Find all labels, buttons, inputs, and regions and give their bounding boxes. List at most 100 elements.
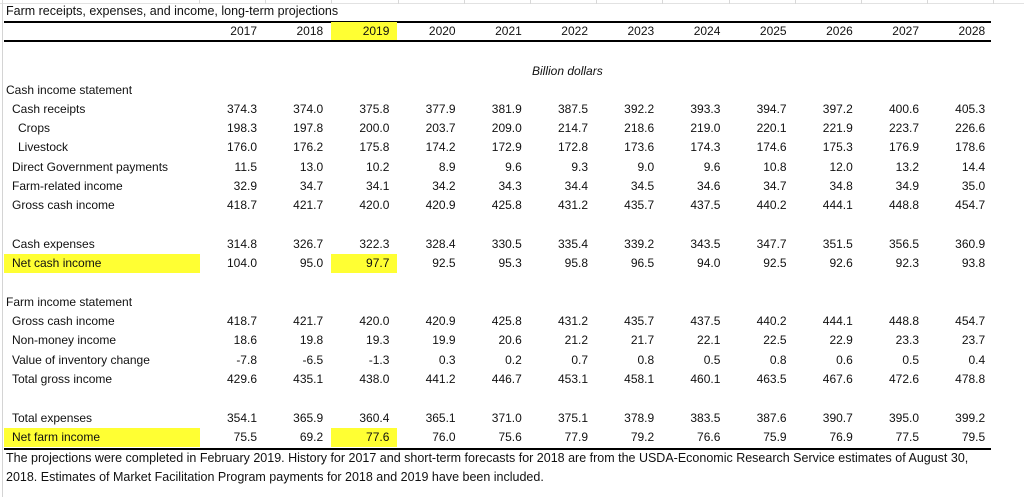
value-cell-2018: 69.2 — [299, 429, 324, 444]
table-row: Direct Government payments 11.5 13.0 10.2 8.… — [0, 158, 1000, 177]
value-cell-2021: 75.6 — [498, 429, 522, 444]
value-cell-2028: 14.4 — [961, 159, 986, 174]
column-gridline — [2, 0, 3, 4]
value-cell-2025: 10.8 — [763, 159, 787, 174]
value-cell-2019: 438.0 — [359, 372, 390, 386]
value-cell-2020: 0.3 — [438, 352, 456, 367]
value-cell-2018: 34.7 — [299, 179, 324, 193]
table-row: Cash expenses 314.8 326.7 322.3 328.4 330.5 33… — [0, 235, 1000, 254]
column-gridline — [397, 0, 399, 4]
table-row: Livestock 176.0 176.2 175.8 174.2 172.9 172.8 1… — [0, 138, 1000, 157]
value-cell-2019: 34.1 — [366, 179, 390, 193]
value-cell-2019: 375.8 — [359, 101, 390, 116]
value-cell-2017: 11.5 — [234, 159, 257, 174]
value-cell-2023: 392.2 — [624, 101, 655, 116]
value-cell-2026: 444.1 — [822, 198, 853, 213]
value-cell-2019: 77.6 — [331, 427, 398, 448]
section-header: Farm income statement — [0, 293, 1000, 312]
value-cell-2028: 23.7 — [961, 333, 986, 348]
value-cell-2023: 79.2 — [630, 429, 655, 444]
value-cell-2018: 176.2 — [293, 140, 324, 155]
value-cell-2021: 209.0 — [491, 121, 522, 136]
value-cell-2027: 23.3 — [895, 333, 919, 348]
value-cell-2028: 454.7 — [955, 314, 986, 329]
value-cell-2020: 441.2 — [425, 372, 456, 386]
value-cell-2022: 9.3 — [571, 159, 588, 174]
value-cell-2027: 448.8 — [888, 314, 919, 329]
table-row: Non-money income 18.6 19.8 19.3 19.9 20.6 21.2… — [0, 331, 1000, 350]
value-cell-2023: 378.9 — [624, 410, 655, 425]
value-cell-2024: 34.6 — [697, 179, 721, 193]
value-cell-2018: 326.7 — [293, 236, 324, 251]
value-cell-2026: 351.5 — [822, 236, 853, 251]
value-cell-2020: 92.5 — [432, 256, 456, 271]
value-cell-2026: 444.1 — [822, 314, 853, 329]
value-cell-2028: 360.9 — [955, 236, 986, 251]
value-cell-2022: 95.8 — [564, 256, 588, 271]
value-cell-2024: 383.5 — [690, 410, 721, 425]
value-cell-2021: 34.3 — [498, 179, 522, 193]
value-cell-2019: 322.3 — [359, 236, 390, 251]
value-cell-2026: 12.0 — [829, 159, 853, 174]
value-cell-2023: 339.2 — [624, 236, 655, 251]
value-cell-2027: 0.5 — [902, 352, 919, 367]
value-cell-2018: 421.7 — [293, 198, 324, 213]
value-cell-2026: 467.6 — [822, 372, 853, 386]
value-cell-2018: 435.1 — [293, 372, 324, 386]
value-cell-2021: 20.6 — [498, 333, 522, 348]
table-row: Net farm income 75.5 69.2 77.6 76.0 75.6 77.9 7… — [0, 427, 1000, 448]
value-cell-2020: 377.9 — [425, 101, 456, 116]
value-cell-2028: 454.7 — [955, 198, 986, 213]
column-gridline — [331, 0, 333, 4]
value-cell-2022: 172.8 — [557, 140, 588, 155]
row-label: Value of inventory change — [12, 352, 150, 367]
year-header-2024: 2024 — [693, 24, 721, 38]
value-cell-2023: 435.7 — [624, 314, 655, 329]
value-cell-2026: 221.9 — [822, 121, 853, 136]
year-header-2026: 2026 — [826, 24, 853, 38]
value-cell-2023: 96.5 — [630, 256, 655, 271]
column-gridline — [596, 0, 598, 4]
value-cell-2017: 374.3 — [226, 101, 257, 116]
table-row: Net cash income 104.0 95.0 97.7 92.5 95.3 95.8… — [0, 254, 1000, 274]
year-header-2020: 2020 — [428, 24, 456, 38]
value-cell-2022: 0.7 — [571, 352, 588, 367]
column-gridline — [861, 0, 862, 4]
value-cell-2028: 93.8 — [961, 256, 986, 271]
value-cell-2026: 34.8 — [829, 179, 853, 193]
value-cell-2026: 22.9 — [829, 333, 853, 348]
value-cell-2019: 97.7 — [331, 254, 398, 274]
value-cell-2028: 226.6 — [955, 121, 986, 136]
table-row: Gross cash income 418.7 421.7 420.0 420.9 425… — [0, 196, 1000, 215]
value-cell-2020: 8.9 — [438, 159, 456, 174]
value-cell-2020: 328.4 — [425, 236, 456, 251]
row-label: Gross cash income — [12, 314, 115, 329]
value-cell-2027: 400.6 — [888, 101, 919, 116]
value-cell-2017: 429.6 — [226, 372, 257, 386]
value-cell-2025: 34.7 — [763, 179, 787, 193]
value-cell-2022: 335.4 — [557, 236, 588, 251]
table-row: Crops 198.3 197.8 200.0 203.7 209.0 214.7 218.6… — [0, 119, 1000, 138]
value-cell-2024: 94.0 — [697, 256, 721, 271]
value-cell-2018: 365.9 — [293, 410, 324, 425]
year-header-row: 2017 2018 2019 2020 2021 2022 2023 2024 2025 2026… — [0, 22, 1000, 41]
column-gridline — [728, 0, 730, 4]
value-cell-2023: 21.7 — [630, 333, 655, 348]
value-cell-2028: 0.4 — [968, 352, 986, 367]
header-bottom-rule — [4, 40, 991, 42]
value-cell-2024: 76.6 — [697, 429, 721, 444]
value-cell-2017: 198.3 — [226, 121, 257, 136]
value-cell-2028: 35.0 — [961, 179, 986, 193]
value-cell-2023: 9.0 — [637, 159, 655, 174]
value-cell-2018: 197.8 — [293, 121, 324, 136]
value-cell-2027: 448.8 — [888, 198, 919, 213]
value-cell-2024: 437.5 — [690, 314, 721, 329]
value-cell-2028: 405.3 — [955, 101, 986, 116]
value-cell-2027: 356.5 — [888, 236, 919, 251]
footnote: The projections were completed in Februa… — [6, 449, 1006, 487]
value-cell-2021: 381.9 — [491, 101, 522, 116]
value-cell-2019: 10.2 — [366, 159, 390, 174]
value-cell-2018: 374.0 — [293, 101, 324, 116]
value-cell-2022: 431.2 — [557, 198, 588, 213]
value-cell-2018: 13.0 — [299, 159, 324, 174]
